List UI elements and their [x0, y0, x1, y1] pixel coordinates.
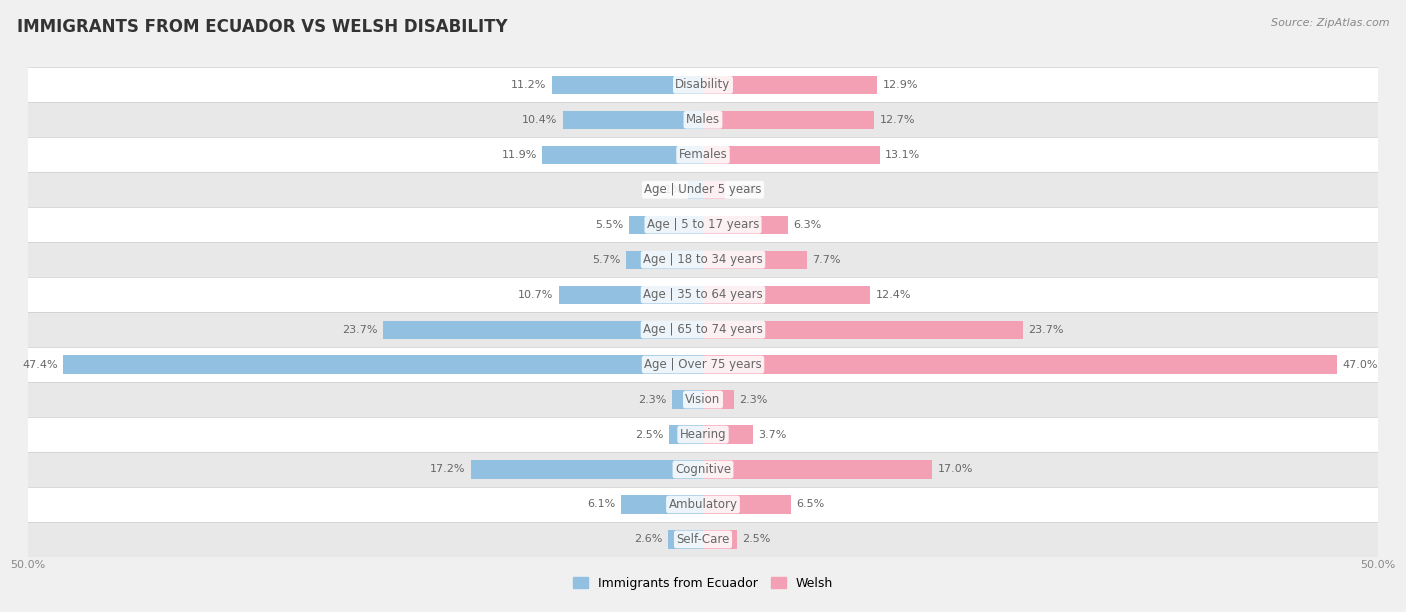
Bar	[28, 452, 1378, 487]
Bar	[28, 102, 1378, 137]
Text: Vision: Vision	[685, 393, 721, 406]
Bar	[703, 321, 1024, 338]
Text: 1.6%: 1.6%	[730, 185, 758, 195]
Text: 12.9%: 12.9%	[883, 80, 918, 90]
Bar	[703, 286, 870, 304]
Text: Age | 18 to 34 years: Age | 18 to 34 years	[643, 253, 763, 266]
Text: 10.7%: 10.7%	[517, 289, 553, 300]
Text: 11.9%: 11.9%	[502, 150, 537, 160]
Text: 6.3%: 6.3%	[793, 220, 821, 230]
Text: Females: Females	[679, 148, 727, 161]
Text: 12.7%: 12.7%	[880, 115, 915, 125]
Text: 2.6%: 2.6%	[634, 534, 662, 545]
Bar	[382, 321, 703, 338]
Bar	[28, 137, 1378, 172]
Text: 7.7%: 7.7%	[813, 255, 841, 264]
Text: 5.5%: 5.5%	[595, 220, 623, 230]
Bar	[28, 522, 1378, 557]
Text: 3.7%: 3.7%	[758, 430, 787, 439]
Bar	[28, 242, 1378, 277]
Bar	[620, 495, 703, 513]
Bar	[703, 356, 1337, 374]
Text: Hearing: Hearing	[679, 428, 727, 441]
Text: Age | 5 to 17 years: Age | 5 to 17 years	[647, 218, 759, 231]
Bar	[551, 76, 703, 94]
Text: 17.0%: 17.0%	[938, 465, 973, 474]
Bar	[703, 531, 737, 548]
Bar	[28, 417, 1378, 452]
Text: Ambulatory: Ambulatory	[668, 498, 738, 511]
Legend: Immigrants from Ecuador, Welsh: Immigrants from Ecuador, Welsh	[568, 572, 838, 595]
Bar	[703, 390, 734, 409]
Text: 47.4%: 47.4%	[22, 360, 58, 370]
Text: 2.3%: 2.3%	[638, 395, 666, 405]
Bar	[703, 495, 790, 513]
Bar	[63, 356, 703, 374]
Bar	[703, 250, 807, 269]
Text: 23.7%: 23.7%	[342, 324, 378, 335]
Bar	[703, 146, 880, 164]
Bar	[703, 425, 754, 444]
Bar	[543, 146, 703, 164]
Bar	[672, 390, 703, 409]
Bar	[28, 277, 1378, 312]
Text: Age | 65 to 74 years: Age | 65 to 74 years	[643, 323, 763, 336]
Bar	[28, 347, 1378, 382]
Bar	[628, 215, 703, 234]
Text: 1.1%: 1.1%	[655, 185, 683, 195]
Text: 17.2%: 17.2%	[430, 465, 465, 474]
Bar	[688, 181, 703, 199]
Text: Males: Males	[686, 113, 720, 126]
Text: 6.5%: 6.5%	[796, 499, 824, 509]
Text: 12.4%: 12.4%	[876, 289, 911, 300]
Text: Source: ZipAtlas.com: Source: ZipAtlas.com	[1271, 18, 1389, 28]
Bar	[626, 250, 703, 269]
Text: Cognitive: Cognitive	[675, 463, 731, 476]
Bar	[28, 382, 1378, 417]
Text: 5.7%: 5.7%	[592, 255, 620, 264]
Bar	[668, 531, 703, 548]
Bar	[703, 215, 787, 234]
Bar	[703, 111, 875, 129]
Text: 47.0%: 47.0%	[1343, 360, 1378, 370]
Bar	[558, 286, 703, 304]
Text: 23.7%: 23.7%	[1028, 324, 1064, 335]
Bar	[28, 312, 1378, 347]
Text: 2.3%: 2.3%	[740, 395, 768, 405]
Text: Age | Over 75 years: Age | Over 75 years	[644, 358, 762, 371]
Text: 2.5%: 2.5%	[742, 534, 770, 545]
Text: 11.2%: 11.2%	[510, 80, 547, 90]
Bar	[703, 181, 724, 199]
Bar	[703, 460, 932, 479]
Bar	[28, 487, 1378, 522]
Bar	[562, 111, 703, 129]
Text: 2.5%: 2.5%	[636, 430, 664, 439]
Bar	[28, 67, 1378, 102]
Bar	[471, 460, 703, 479]
Text: Self-Care: Self-Care	[676, 533, 730, 546]
Text: Age | Under 5 years: Age | Under 5 years	[644, 183, 762, 196]
Text: Age | 35 to 64 years: Age | 35 to 64 years	[643, 288, 763, 301]
Bar	[703, 76, 877, 94]
Bar	[28, 207, 1378, 242]
Text: 6.1%: 6.1%	[588, 499, 616, 509]
Text: 10.4%: 10.4%	[522, 115, 557, 125]
Bar	[669, 425, 703, 444]
Text: IMMIGRANTS FROM ECUADOR VS WELSH DISABILITY: IMMIGRANTS FROM ECUADOR VS WELSH DISABIL…	[17, 18, 508, 36]
Bar	[28, 172, 1378, 207]
Text: Disability: Disability	[675, 78, 731, 91]
Text: 13.1%: 13.1%	[886, 150, 921, 160]
